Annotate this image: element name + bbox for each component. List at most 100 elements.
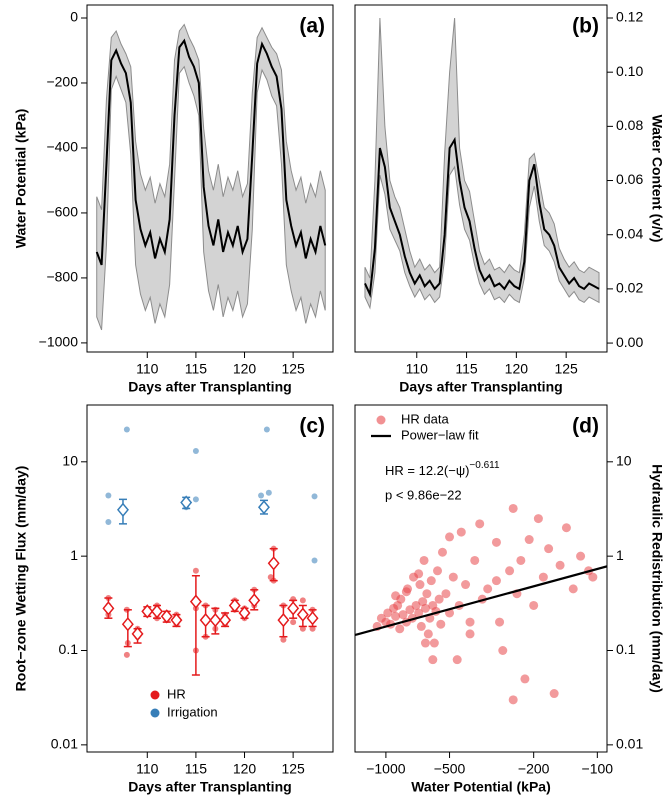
point	[391, 611, 401, 621]
x-tick-label: 120	[505, 361, 529, 377]
fit-line	[355, 565, 607, 637]
diamond	[267, 556, 280, 571]
point	[588, 572, 598, 582]
point	[508, 695, 518, 705]
point	[414, 569, 424, 579]
plot-frame	[86, 4, 334, 353]
y-tick-label: −200	[46, 74, 78, 90]
diamond	[141, 604, 154, 619]
point	[123, 426, 130, 433]
point	[263, 426, 270, 433]
point	[433, 566, 443, 576]
point	[423, 629, 433, 639]
y-tick-label: 0.1	[616, 641, 636, 657]
y-tick-label: −800	[46, 269, 78, 285]
y-tick-label: 0	[70, 9, 78, 25]
point	[419, 555, 429, 565]
point	[434, 594, 444, 604]
panel: −1000 −500 −200 −1000.01 0.1 1 10 Water Potenti…	[354, 404, 665, 795]
y-tick-label: −600	[46, 204, 78, 220]
point	[411, 600, 421, 610]
y-tick-label: −400	[46, 139, 78, 155]
point	[498, 646, 508, 656]
x-tick-label: 125	[554, 361, 578, 377]
diamond	[116, 502, 129, 517]
point	[299, 597, 306, 604]
point	[105, 519, 112, 526]
y-axis-title: Water Content (v/v)	[649, 115, 665, 243]
point	[470, 555, 480, 565]
point	[452, 655, 462, 665]
equation-main: HR = 12.2(−ψ)	[385, 463, 469, 478]
point	[123, 651, 130, 658]
y-tick-label: 0.12	[616, 9, 643, 25]
legend-marker	[376, 415, 386, 425]
panel-label: (d)	[572, 415, 599, 438]
point	[420, 603, 430, 613]
point	[192, 448, 199, 455]
point	[391, 591, 401, 601]
p-value: p < 9.86e−22	[385, 487, 462, 502]
point	[516, 555, 526, 565]
point	[437, 547, 447, 557]
point	[475, 519, 485, 529]
point	[456, 527, 466, 537]
point	[428, 655, 438, 665]
panel-label: (c)	[299, 415, 325, 438]
diamond	[170, 612, 183, 628]
point	[448, 572, 458, 582]
diamond	[151, 604, 163, 619]
diamond	[248, 593, 261, 608]
y-tick-label: 0.1	[59, 641, 79, 657]
point	[568, 584, 578, 594]
point	[491, 576, 501, 586]
plot-area	[95, 23, 327, 331]
plot-frame	[354, 4, 608, 353]
point	[422, 589, 432, 599]
x-tick-label: 115	[185, 361, 208, 377]
y-tick-label: 0.01	[616, 736, 643, 752]
y-tick-label: 0.02	[616, 280, 643, 296]
x-tick-label: −100	[582, 761, 614, 777]
point	[395, 624, 405, 634]
point	[290, 619, 297, 626]
point	[549, 689, 559, 699]
point	[524, 535, 534, 545]
plot-frame	[86, 404, 334, 753]
y-tick-label: 10	[616, 453, 632, 469]
fit-equation: HR = 12.2(−ψ)−0.611	[385, 460, 500, 479]
x-tick-label: −1000	[366, 761, 406, 777]
point	[416, 621, 426, 631]
x-axis-title: Days after Transplanting	[128, 379, 291, 395]
diamond	[180, 495, 193, 510]
x-tick-label: 120	[233, 361, 257, 377]
point	[465, 629, 475, 639]
x-tick-label: 110	[136, 761, 159, 777]
x-tick-label: 120	[233, 761, 257, 777]
y-axis-title: Hydraulic Redistribution (mm/day)	[649, 464, 665, 693]
diamond	[131, 626, 144, 642]
point	[436, 619, 446, 629]
point	[398, 610, 408, 620]
point	[461, 580, 471, 590]
x-tick-label: 110	[406, 361, 429, 377]
y-tick-label: −1000	[39, 334, 79, 350]
y-tick-label: 10	[62, 453, 78, 469]
plot-area	[102, 426, 319, 676]
point	[309, 625, 316, 632]
point	[415, 580, 425, 590]
x-tick-label: 110	[136, 361, 159, 377]
diamond	[102, 601, 115, 616]
point	[505, 566, 515, 576]
diamond	[296, 607, 309, 622]
diamond	[121, 617, 134, 632]
x-tick-label: 115	[455, 361, 478, 377]
y-tick-label: 0.08	[616, 117, 643, 133]
point	[465, 617, 475, 627]
panel-label: (a)	[299, 15, 325, 38]
point	[491, 537, 501, 547]
median-line	[364, 136, 600, 299]
point	[508, 503, 518, 513]
